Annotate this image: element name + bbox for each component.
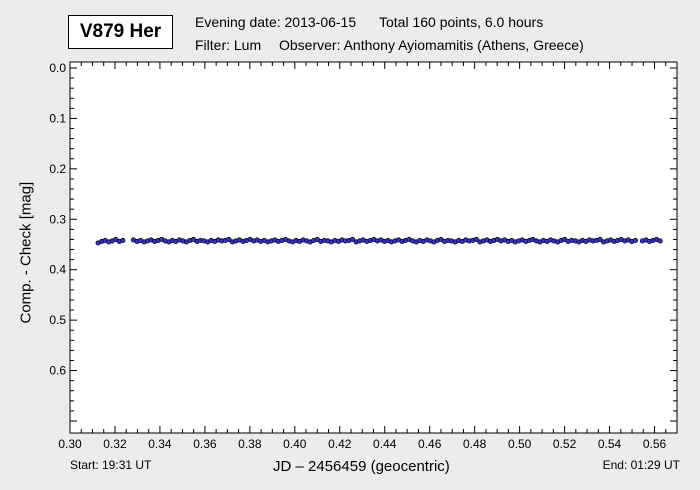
data-point [657,238,663,244]
evening-date: Evening date: 2013-06-15 [195,14,357,30]
data-point [226,236,232,243]
end-time: End: 01:29 UT [602,458,680,472]
x-tick-label: 0.36 [193,437,217,451]
star-name-box: V879 Her [68,15,173,49]
total-points: Total 160 points, 6.0 hours [379,14,544,30]
data-point [350,236,356,243]
y-tick-label: 0.6 [49,364,66,378]
x-tick-label: 0.42 [328,437,352,451]
x-tick-label: 0.32 [103,437,127,451]
observer-label: Observer: Anthony Ayiomamitis (Athens, G… [279,37,584,53]
filter-label: Filter: Lum [195,37,262,53]
start-time: Start: 19:31 UT [70,458,152,472]
y-tick-label: 0.5 [49,313,66,327]
x-tick-label: 0.48 [463,437,487,451]
plot-area [69,61,678,434]
x-axis-label: JD – 2456459 (geocentric) [273,458,450,475]
data-point [632,237,638,244]
x-tick-label: 0.52 [553,437,577,451]
y-tick-label: 0.0 [49,61,66,75]
x-tick-label: 0.50 [508,437,532,451]
x-tick-label: 0.56 [643,437,667,451]
x-tick-label: 0.54 [598,437,622,451]
y-tick-label: 0.2 [49,162,66,176]
x-tick-label: 0.44 [373,437,397,451]
data-point [120,237,126,244]
x-tick-label: 0.46 [418,437,442,451]
x-tick-label: 0.34 [148,437,172,451]
y-tick-label: 0.3 [49,212,66,226]
axis-ticks: 0.30 0.32 0.34 0.36 0.38 0.40 0.42 0.44 0.46 0.48… [49,61,678,451]
x-tick-label: 0.40 [283,437,307,451]
data-point [597,236,603,243]
y-axis-label: Comp. - Check [mag] [17,181,35,324]
data-point [473,236,479,243]
y-tick-label: 0.1 [49,111,66,125]
y-tick-label: 0.4 [49,263,66,277]
data-points [95,236,663,246]
x-tick-label: 0.38 [238,437,262,451]
x-tick-label: 0.30 [58,437,82,451]
